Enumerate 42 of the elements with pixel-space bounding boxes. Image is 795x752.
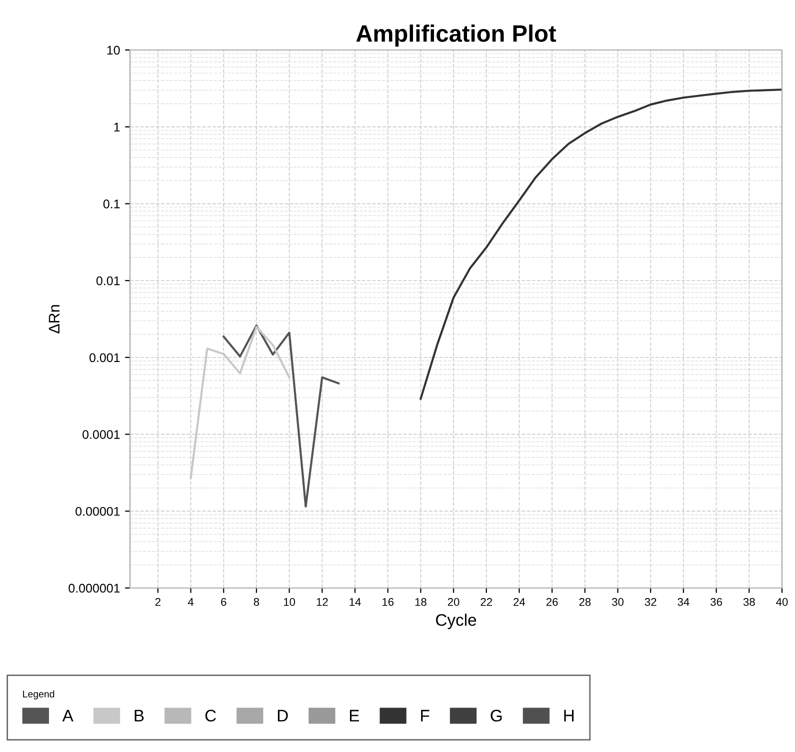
x-tick-label: 18 [415,598,426,606]
y-axis-title: ΔRn [48,305,60,334]
x-tick-label: 36 [710,598,722,606]
legend-label: C [205,710,216,722]
legend-label: E [350,710,360,722]
x-tick-label: 20 [448,598,460,606]
x-tick-label: 16 [382,598,394,606]
legend-label: B [134,710,144,722]
x-tick-label: 24 [514,598,526,606]
x-tick-label: 28 [579,598,591,606]
legend-label: D [278,710,288,722]
x-tick-label: 34 [678,598,690,606]
y-tick-label: 0.1 [103,200,120,208]
x-tick-label: 38 [743,598,755,606]
x-tick-label: 8 [254,598,260,606]
x-axis-title: Cycle [436,614,476,630]
x-tick-label: 40 [776,598,788,606]
y-tick-label: 1 [114,122,120,132]
legend-label: F [421,710,430,722]
line-series [420,88,782,400]
x-tick-label: 10 [284,598,296,606]
x-tick-label: 30 [612,598,624,606]
x-tick-label: 32 [644,598,656,606]
y-tick-label: 10 [107,46,120,55]
x-tick-label: 22 [480,598,492,606]
y-tick-label: 0.001 [89,353,120,362]
legend-title: Legend [23,690,54,700]
x-tick-label: 4 [188,598,194,606]
x-tick-label: 12 [316,598,328,606]
chart-title: Amplification Plot [356,24,556,47]
y-tick-label: 0.000001 [68,584,120,593]
x-tick-label: 26 [546,598,558,606]
y-tick-label: 0.00001 [76,506,120,516]
y-tick-label: 0.01 [96,276,120,286]
x-tick-label: 6 [221,598,226,606]
legend-label: H [564,710,574,722]
x-tick-label: 2 [155,598,160,606]
y-tick-label: 0.0001 [82,430,120,439]
legend-label: G [490,710,502,722]
x-tick-label: 14 [350,598,361,606]
line-series [222,324,340,508]
legend-label: A [62,710,74,722]
